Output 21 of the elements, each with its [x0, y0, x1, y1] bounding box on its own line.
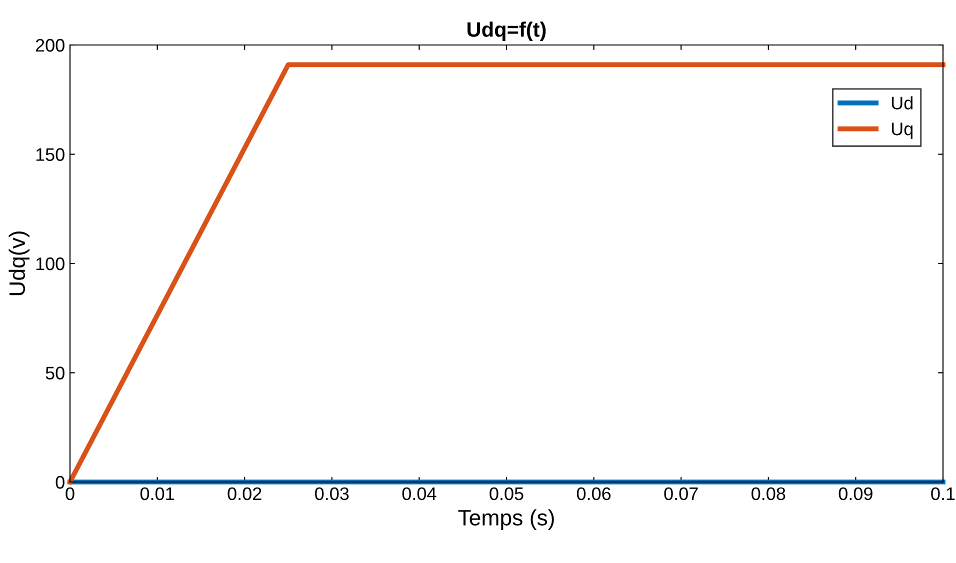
x-tick-label: 0.09: [838, 487, 872, 500]
legend-label: Ud: [892, 96, 912, 110]
x-tick-label: 0.02: [228, 487, 262, 500]
y-tick-label: 200: [36, 38, 64, 52]
y-axis-title: Udq(v): [8, 232, 30, 296]
x-tick-label: 0.06: [576, 487, 611, 500]
y-tick-label: 150: [36, 148, 64, 161]
legend-label: Uq: [892, 122, 912, 139]
x-tick-label: 0.1: [931, 487, 955, 500]
y-tick-label: 100: [36, 257, 64, 270]
x-tick-label: 0: [66, 487, 74, 500]
y-tick-label: 50: [46, 366, 64, 380]
x-tick-label: 0.08: [752, 487, 786, 500]
x-axis-title: Temps (s): [458, 509, 554, 530]
x-tick-label: 0.01: [140, 487, 174, 500]
x-tick-label: 0.05: [490, 487, 524, 500]
chart-title: Udq=f(t): [468, 22, 546, 41]
y-tick-label: 0: [56, 476, 64, 489]
x-tick-label: 0.03: [315, 487, 349, 500]
x-tick-label: 0.07: [664, 487, 698, 500]
x-tick-label: 0.04: [402, 487, 436, 500]
